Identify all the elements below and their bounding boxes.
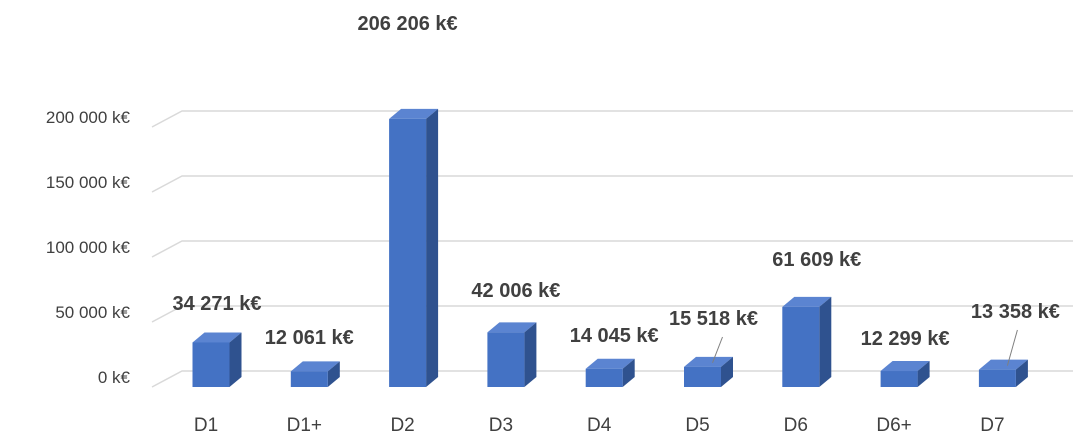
bar bbox=[880, 371, 918, 387]
y-tick-label: 0 k€ bbox=[98, 368, 131, 387]
bar-side bbox=[327, 361, 340, 387]
data-label: 12 299 k€ bbox=[861, 328, 950, 350]
x-tick-label: D6 bbox=[784, 415, 808, 435]
x-tick-label: D4 bbox=[587, 415, 612, 435]
bar bbox=[389, 118, 427, 388]
gridline bbox=[151, 370, 1073, 388]
bar-top bbox=[487, 322, 537, 333]
data-label: 15 518 k€ bbox=[669, 308, 758, 330]
x-tick-label: D7 bbox=[980, 415, 1004, 435]
leader-line bbox=[712, 336, 723, 364]
bar-side bbox=[721, 356, 733, 387]
bar-side bbox=[819, 296, 832, 387]
bar-side bbox=[622, 358, 635, 387]
x-tick-label: D1 bbox=[194, 415, 218, 435]
data-label: 42 006 k€ bbox=[471, 280, 560, 302]
bar-top bbox=[192, 332, 242, 343]
gridline bbox=[151, 305, 1073, 323]
bar bbox=[978, 369, 1016, 387]
bar-top bbox=[978, 359, 1028, 370]
y-tick-label: 150 000 k€ bbox=[46, 173, 131, 192]
data-label: 206 206 k€ bbox=[358, 13, 458, 35]
bar bbox=[290, 371, 328, 387]
data-label: 13 358 k€ bbox=[971, 301, 1060, 323]
bar bbox=[192, 342, 230, 387]
bar-side bbox=[1015, 359, 1028, 387]
leader-line bbox=[1006, 329, 1018, 366]
bar-top bbox=[782, 296, 832, 307]
bar-side bbox=[426, 108, 439, 388]
gridline bbox=[151, 110, 1073, 128]
y-tick-label: 50 000 k€ bbox=[55, 303, 130, 322]
x-tick-label: D1+ bbox=[287, 415, 322, 435]
data-label: 14 045 k€ bbox=[570, 325, 659, 347]
x-tick-label: D3 bbox=[489, 415, 513, 435]
bar bbox=[487, 332, 525, 387]
bar-top bbox=[389, 108, 439, 119]
x-tick-label: D6+ bbox=[876, 415, 911, 435]
gridline bbox=[151, 240, 1073, 258]
data-label: 12 061 k€ bbox=[265, 327, 354, 349]
bar bbox=[684, 366, 721, 387]
bar-side bbox=[524, 322, 537, 387]
y-tick-label: 100 000 k€ bbox=[46, 238, 131, 257]
bar-top bbox=[684, 356, 733, 367]
bar-side bbox=[229, 332, 242, 387]
y-tick-label: 200 000 k€ bbox=[46, 108, 131, 127]
bar-top bbox=[880, 361, 930, 372]
data-label: 61 609 k€ bbox=[772, 249, 861, 271]
bar-top bbox=[290, 361, 340, 372]
gridline bbox=[151, 175, 1073, 193]
x-tick-label: D2 bbox=[390, 415, 414, 435]
data-label: 34 271 k€ bbox=[173, 293, 262, 315]
bar bbox=[585, 368, 623, 387]
bar bbox=[782, 306, 820, 387]
x-tick-label: D5 bbox=[685, 415, 709, 435]
bar-top bbox=[585, 358, 635, 369]
bar-side bbox=[917, 361, 930, 387]
